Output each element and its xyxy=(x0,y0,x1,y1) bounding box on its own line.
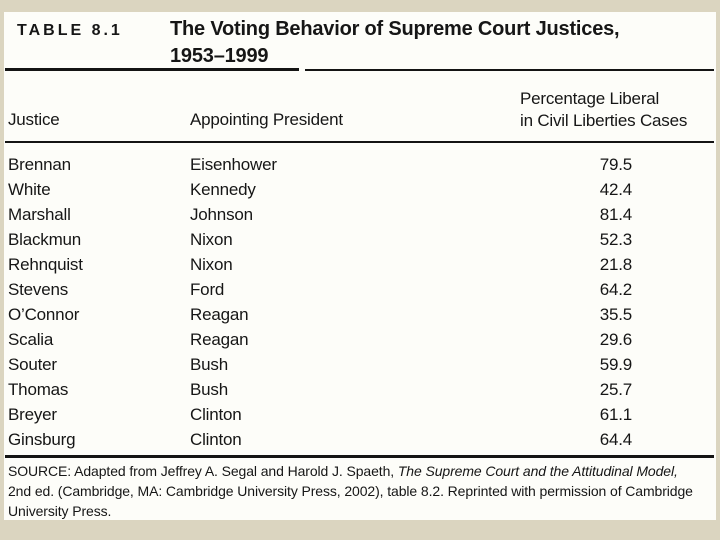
table-row: Rehnquist Nixon 21.8 xyxy=(8,252,632,277)
cell-pct: 52.3 xyxy=(599,230,632,249)
cell-president: Eisenhower xyxy=(190,155,277,174)
cell-pct: 64.4 xyxy=(599,430,632,449)
header-divider-rule xyxy=(5,141,714,143)
table-row: O’Connor Reagan 35.5 xyxy=(8,302,632,327)
table-title: The Voting Behavior of Supreme Court Jus… xyxy=(170,16,620,70)
cell-justice: Breyer xyxy=(8,405,57,424)
cell-pct: 61.1 xyxy=(599,405,632,424)
cell-justice: Stevens xyxy=(8,280,69,299)
cell-president: Clinton xyxy=(190,430,242,449)
cell-pct: 42.4 xyxy=(599,180,632,199)
cell-president: Reagan xyxy=(190,305,249,324)
cell-justice: Thomas xyxy=(8,380,69,399)
table-row: Souter Bush 59.9 xyxy=(8,352,632,377)
cell-president: Nixon xyxy=(190,255,233,274)
cell-president: Reagan xyxy=(190,330,249,349)
cell-justice: Brennan xyxy=(8,155,71,174)
table-row: Ginsburg Clinton 64.4 xyxy=(8,427,632,452)
table-row: Marshall Johnson 81.4 xyxy=(8,202,632,227)
cell-justice: Marshall xyxy=(8,205,71,224)
cell-president: Bush xyxy=(190,355,228,374)
source-note: SOURCE: Adapted from Jeffrey A. Segal an… xyxy=(8,461,716,521)
cell-pct: 25.7 xyxy=(599,380,632,399)
column-header-percentage-line1: Percentage Liberal xyxy=(520,89,660,108)
cell-justice: O’Connor xyxy=(8,305,80,324)
cell-president: Clinton xyxy=(190,405,242,424)
cell-president: Kennedy xyxy=(190,180,256,199)
cell-justice: Scalia xyxy=(8,330,54,349)
column-header-percentage-line2: in Civil Liberties Cases xyxy=(520,111,688,130)
table-row: Scalia Reagan 29.6 xyxy=(8,327,632,352)
table-row: Brennan Eisenhower 79.5 xyxy=(8,152,632,177)
table-row: Breyer Clinton 61.1 xyxy=(8,402,632,427)
cell-justice: Rehnquist xyxy=(8,255,83,274)
cell-pct: 21.8 xyxy=(599,255,632,274)
table-body: Brennan Eisenhower 79.5 White Kennedy 42.4 Mar… xyxy=(8,152,632,452)
cell-pct: 81.4 xyxy=(599,205,632,224)
column-header-percentage-liberal: Percentage Liberal in Civil Liberties Ca… xyxy=(520,88,687,132)
cell-pct: 59.9 xyxy=(599,355,632,374)
column-header-appointing-president: Appointing President xyxy=(190,110,343,129)
table-panel-background xyxy=(4,12,716,520)
cell-president: Bush xyxy=(190,380,228,399)
table-row: Thomas Bush 25.7 xyxy=(8,377,632,402)
table-title-line2: 1953–1999 xyxy=(170,45,269,67)
table-number-label: TABLE 8.1 xyxy=(17,22,123,39)
cell-pct: 35.5 xyxy=(599,305,632,324)
table-bottom-rule xyxy=(5,455,714,458)
source-line3: University Press. xyxy=(8,503,112,519)
cell-president: Johnson xyxy=(190,205,253,224)
cell-justice: White xyxy=(8,180,51,199)
source-line2: 2nd ed. (Cambridge, MA: Cambridge Univer… xyxy=(8,483,693,499)
table-title-line1: The Voting Behavior of Supreme Court Jus… xyxy=(170,18,620,40)
title-divider-rule-left xyxy=(5,68,299,71)
table-row: Stevens Ford 64.2 xyxy=(8,277,632,302)
source-book-title: The Supreme Court and the Attitudinal Mo… xyxy=(397,463,678,479)
table-row: White Kennedy 42.4 xyxy=(8,177,632,202)
cell-president: Nixon xyxy=(190,230,233,249)
title-divider-rule-right xyxy=(305,69,714,71)
table-row: Blackmun Nixon 52.3 xyxy=(8,227,632,252)
source-line1: SOURCE: Adapted from Jeffrey A. Segal an… xyxy=(8,461,716,481)
cell-justice: Blackmun xyxy=(8,230,82,249)
cell-justice: Ginsburg xyxy=(8,430,76,449)
cell-justice: Souter xyxy=(8,355,57,374)
cell-pct: 29.6 xyxy=(599,330,632,349)
cell-pct: 79.5 xyxy=(599,155,632,174)
source-line1-text: SOURCE: Adapted from Jeffrey A. Segal an… xyxy=(8,463,398,479)
column-header-justice: Justice xyxy=(8,110,60,129)
cell-president: Ford xyxy=(190,280,225,299)
cell-pct: 64.2 xyxy=(599,280,632,299)
